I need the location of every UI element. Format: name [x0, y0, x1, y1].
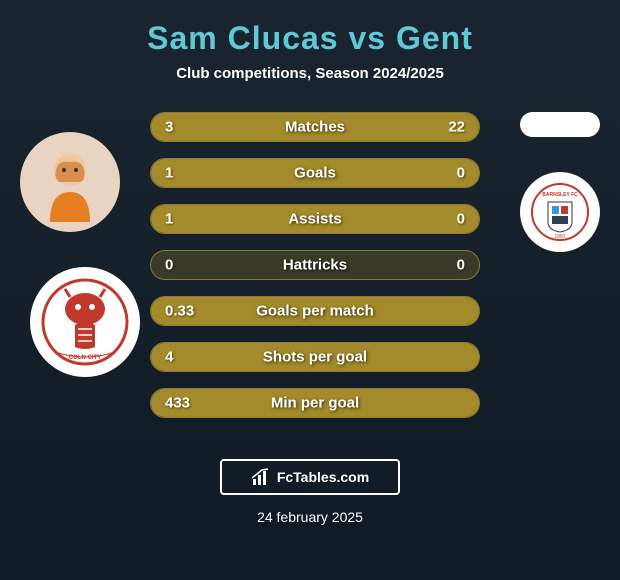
svg-text:COLN CITY: COLN CITY: [69, 355, 101, 361]
stat-value-left: 1: [165, 211, 173, 228]
subtitle: Club competitions, Season 2024/2025: [20, 65, 600, 82]
stat-value-left: 433: [165, 395, 190, 412]
stat-value-right: 22: [448, 119, 465, 136]
comparison-title: Sam Clucas vs Gent: [20, 20, 600, 57]
imp-logo-icon: COLN CITY: [40, 277, 130, 367]
barnsley-logo-icon: BARNSLEY FC 1887: [530, 182, 590, 242]
player1-avatar: [20, 132, 120, 232]
stat-label: Goals per match: [256, 303, 374, 320]
stat-label: Goals: [294, 165, 336, 182]
stat-row: 1 0 Goals: [150, 158, 480, 188]
site-name: FcTables.com: [277, 469, 369, 485]
stat-label: Matches: [285, 119, 345, 136]
person-icon: [30, 142, 110, 222]
stat-row: 0 0 Hattricks: [150, 250, 480, 280]
stats-bars: 3 22 Matches 1 0 Goals 1 0 Assists 0 0 Hattricks 0.3…: [150, 112, 480, 434]
stat-value-left: 3: [165, 119, 173, 136]
stat-label: Hattricks: [283, 257, 347, 274]
stat-row: 4 Shots per goal: [150, 342, 480, 372]
stats-area: COLN CITY BARNSLEY FC 1887 3 22 Matches 1 0 G…: [20, 112, 600, 452]
site-badge[interactable]: FcTables.com: [220, 459, 400, 495]
stat-value-left: 4: [165, 349, 173, 366]
stat-value-right: 0: [457, 211, 465, 228]
stat-row: 433 Min per goal: [150, 388, 480, 418]
team1-logo: COLN CITY: [30, 267, 140, 377]
player2-avatar: [520, 112, 600, 137]
stat-value-left: 1: [165, 165, 173, 182]
stat-value-left: 0.33: [165, 303, 194, 320]
player1-name: Sam Clucas: [147, 20, 338, 56]
player2-name: Gent: [396, 20, 473, 56]
stat-label: Min per goal: [271, 395, 359, 412]
stat-value-right: 0: [457, 165, 465, 182]
svg-text:1887: 1887: [554, 234, 565, 240]
stat-row: 0.33 Goals per match: [150, 296, 480, 326]
svg-text:BARNSLEY FC: BARNSLEY FC: [542, 192, 578, 198]
vs-text: vs: [348, 20, 386, 56]
stat-label: Shots per goal: [263, 349, 367, 366]
footer-date: 24 february 2025: [257, 509, 363, 525]
chart-icon: [251, 467, 271, 487]
stat-row: 1 0 Assists: [150, 204, 480, 234]
stat-label: Assists: [288, 211, 341, 228]
stat-value-left: 0: [165, 257, 173, 274]
stat-row: 3 22 Matches: [150, 112, 480, 142]
team2-logo: BARNSLEY FC 1887: [520, 172, 600, 252]
stat-value-right: 0: [457, 257, 465, 274]
